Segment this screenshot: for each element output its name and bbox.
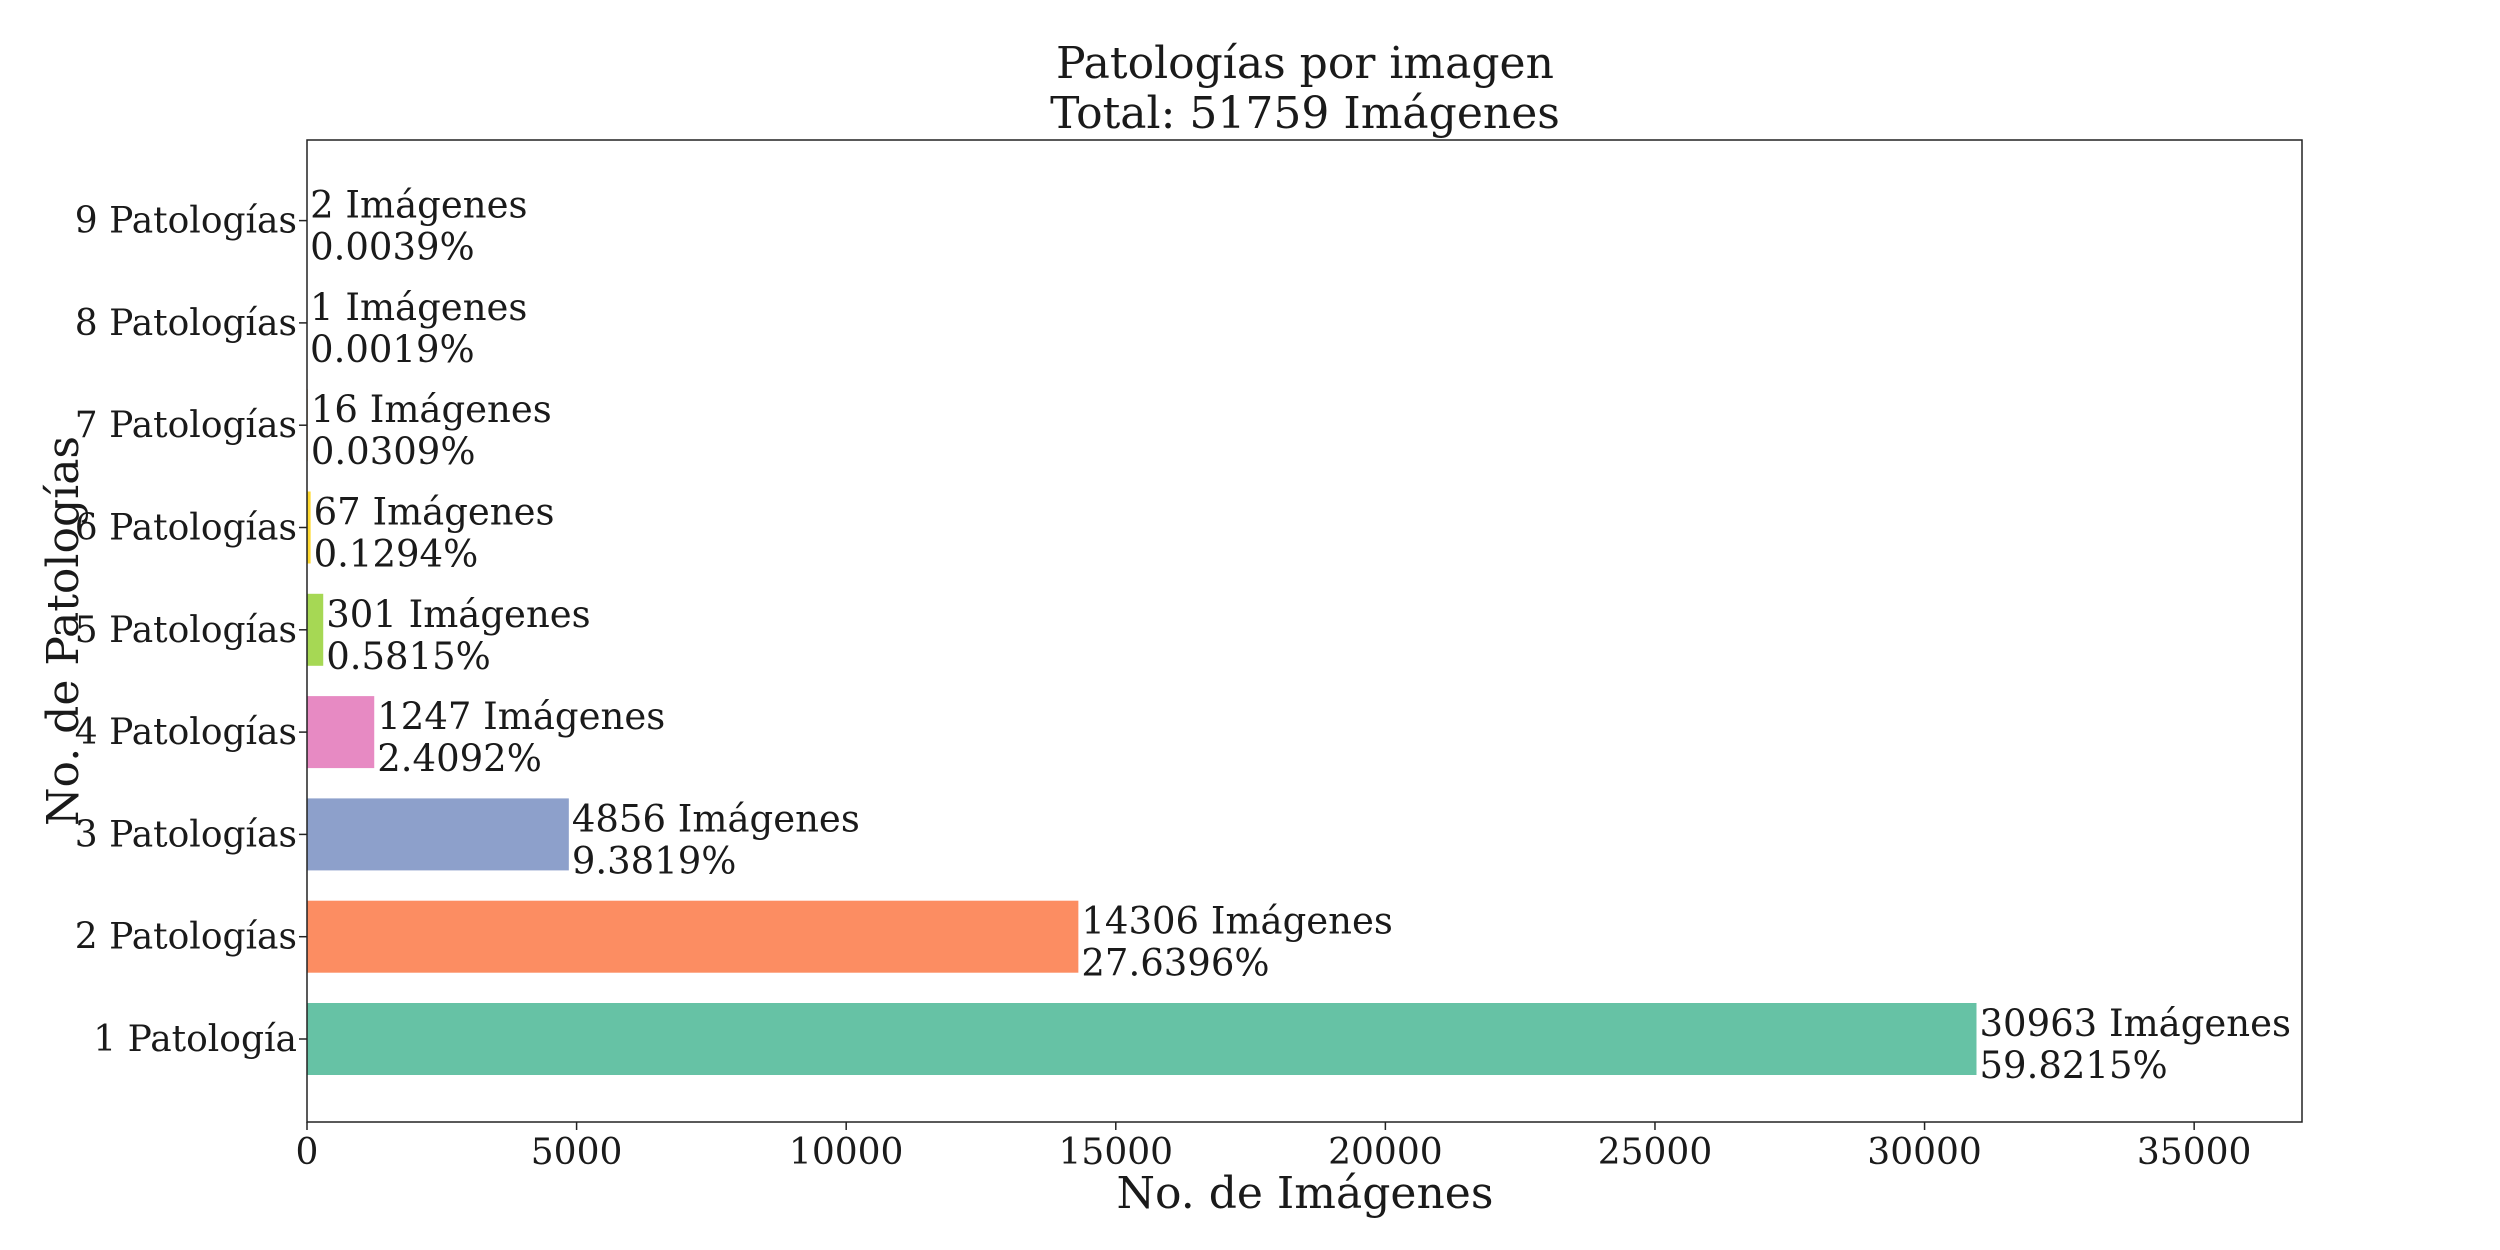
bar-4: [307, 696, 375, 769]
y-axis-label: No. de Patologías: [38, 436, 89, 826]
bar-count-label: 1247 Imágenes: [377, 695, 665, 738]
y-tick-label: 8 Patologías: [75, 303, 297, 344]
y-tick-label: 5 Patologías: [75, 610, 297, 651]
bar-count-label: 2 Imágenes: [310, 184, 527, 227]
bar-percent-label: 0.0039%: [310, 226, 475, 269]
bar-5: [307, 593, 324, 666]
y-tick-label: 1 Patología: [93, 1019, 297, 1060]
bars-group: [307, 184, 1977, 1075]
x-tick-label: 35000: [2137, 1132, 2252, 1173]
y-tick-label: 7 Patologías: [75, 405, 297, 446]
x-tick-label: 20000: [1328, 1132, 1443, 1173]
bar-count-label: 30963 Imágenes: [1979, 1002, 2291, 1045]
bar-6: [307, 491, 311, 564]
bar-percent-label: 59.8215%: [1979, 1044, 2167, 1087]
bar-percent-label: 0.1294%: [314, 533, 479, 576]
bar-percent-label: 27.6396%: [1081, 942, 1269, 985]
bar-count-label: 4856 Imágenes: [572, 797, 860, 840]
x-tick-label: 15000: [1059, 1132, 1174, 1173]
bar-1: [307, 1003, 1977, 1075]
bar-percent-label: 0.0309%: [311, 430, 476, 473]
y-tick-label: 3 Patologías: [75, 814, 297, 855]
bar-2: [307, 900, 1079, 973]
chart-subtitle: Total: 51759 Imágenes: [1050, 88, 1560, 139]
chart-title: Patologías por imagen: [1056, 38, 1554, 89]
bar-percent-label: 0.0019%: [310, 328, 475, 371]
x-tick-label: 30000: [1867, 1132, 1982, 1173]
bar-percent-label: 2.4092%: [377, 737, 542, 780]
x-tick-label: 5000: [531, 1132, 623, 1173]
y-tick-label: 2 Patologías: [75, 917, 297, 958]
y-tick-label: 6 Patologías: [75, 508, 297, 549]
bar-count-label: 67 Imágenes: [314, 491, 555, 534]
bar-count-label: 16 Imágenes: [311, 388, 552, 431]
x-tick-label: 10000: [789, 1132, 904, 1173]
bar-3: [307, 798, 569, 871]
y-axis-ticks: 1 Patología 2 Patologías 3 Patologías 4 Pat…: [75, 201, 307, 1060]
bar-count-label: 1 Imágenes: [310, 286, 527, 329]
bar-percent-label: 0.5815%: [326, 635, 491, 678]
x-tick-label: 0: [296, 1132, 319, 1173]
x-axis-label: No. de Imágenes: [1117, 1168, 1494, 1219]
y-tick-label: 9 Patologías: [75, 201, 297, 242]
bar-count-label: 14306 Imágenes: [1081, 900, 1393, 943]
y-tick-label: 4 Patologías: [75, 712, 297, 753]
bar-count-label: 301 Imágenes: [326, 593, 590, 636]
plot-frame: [306, 139, 2303, 1123]
x-tick-label: 25000: [1598, 1132, 1713, 1173]
bar-percent-label: 9.3819%: [572, 839, 737, 882]
x-axis-ticks: 0 5000 10000 15000 20000 25000 30000 35000: [296, 1122, 2252, 1173]
